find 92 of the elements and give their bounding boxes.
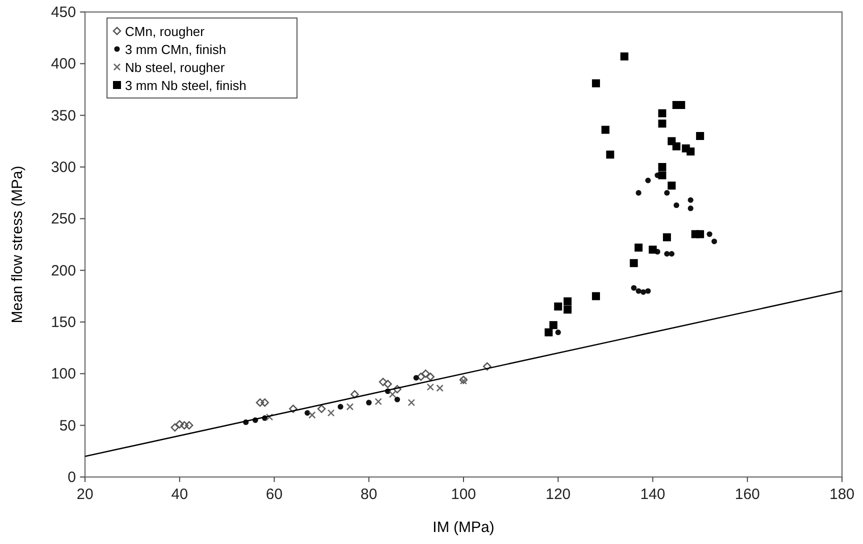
point	[256, 398, 264, 407]
point	[664, 251, 670, 257]
y-tick-label: 50	[59, 417, 76, 434]
point	[170, 423, 180, 432]
point	[631, 285, 637, 291]
point	[266, 413, 274, 421]
x-tick-label: 140	[640, 486, 666, 503]
point	[426, 383, 434, 391]
point	[672, 142, 680, 150]
point	[388, 390, 396, 398]
point	[426, 372, 435, 381]
point	[338, 404, 344, 410]
point	[640, 289, 646, 295]
x-tick-label: 160	[734, 486, 760, 503]
y-tick-label: 300	[50, 159, 76, 176]
legend-label: 3 mm CMn, finish	[125, 42, 226, 57]
x-tick-label: 120	[546, 486, 571, 503]
y-tick-label: 250	[50, 210, 76, 228]
point	[555, 330, 561, 336]
point	[408, 398, 416, 406]
point	[648, 246, 657, 254]
point	[664, 190, 670, 196]
point	[378, 378, 388, 386]
point	[658, 120, 666, 128]
point	[706, 231, 712, 237]
x-tick-label: 20	[76, 486, 94, 503]
point	[592, 292, 600, 300]
point	[184, 421, 194, 430]
point	[260, 398, 269, 407]
y-tick-label: 200	[50, 262, 76, 280]
point	[564, 306, 572, 314]
point	[606, 150, 614, 159]
point	[658, 171, 666, 180]
legend-label: Nb steel, rougher	[125, 60, 226, 75]
point	[393, 385, 402, 394]
y-tick-label: 0	[68, 469, 76, 486]
point	[564, 297, 572, 306]
point	[366, 400, 372, 406]
point	[549, 321, 558, 330]
x-axis-title: IM (MPa)	[432, 519, 494, 536]
point	[630, 259, 638, 268]
y-tick-label: 350	[50, 107, 76, 124]
point	[346, 403, 354, 410]
point	[436, 384, 444, 392]
point	[658, 109, 666, 118]
point	[554, 302, 562, 310]
point	[175, 420, 184, 428]
point	[620, 52, 628, 60]
point	[645, 288, 651, 294]
legend-label: CMn, rougher	[125, 24, 206, 39]
point	[688, 206, 694, 212]
point	[688, 197, 694, 203]
x-tick-label: 180	[829, 486, 855, 503]
x-tick-label: 40	[171, 486, 188, 503]
point	[350, 390, 359, 398]
point	[289, 404, 298, 413]
y-tick-label: 450	[50, 4, 76, 21]
point	[601, 126, 610, 134]
point	[384, 380, 392, 388]
point	[413, 375, 419, 381]
point	[180, 421, 189, 430]
point	[483, 362, 492, 371]
point	[394, 396, 400, 402]
point	[668, 251, 674, 257]
x-tick-label: 100	[450, 486, 476, 503]
point	[668, 182, 676, 190]
point	[711, 238, 718, 244]
point	[658, 163, 666, 171]
point	[674, 202, 680, 208]
point	[374, 398, 382, 406]
x-tick-label: 60	[266, 486, 283, 503]
point	[696, 132, 704, 140]
point	[696, 230, 704, 238]
point	[327, 409, 335, 417]
point	[592, 79, 600, 88]
point	[308, 411, 316, 419]
y-tick-label: 100	[50, 366, 76, 383]
point	[634, 244, 643, 252]
point	[422, 370, 430, 378]
point	[317, 404, 326, 413]
legend-label: 3 mm Nb steel, finish	[125, 78, 246, 93]
point	[416, 372, 426, 381]
point	[686, 148, 695, 156]
point	[304, 410, 310, 416]
x-tick-label: 80	[360, 486, 378, 503]
point	[645, 178, 651, 184]
point	[636, 190, 642, 196]
y-tick-label: 400	[50, 56, 76, 73]
y-tick-label: 150	[50, 314, 76, 331]
point	[662, 233, 671, 242]
point	[544, 328, 553, 336]
y-axis-title: Mean flow stress (MPa)	[9, 166, 26, 324]
